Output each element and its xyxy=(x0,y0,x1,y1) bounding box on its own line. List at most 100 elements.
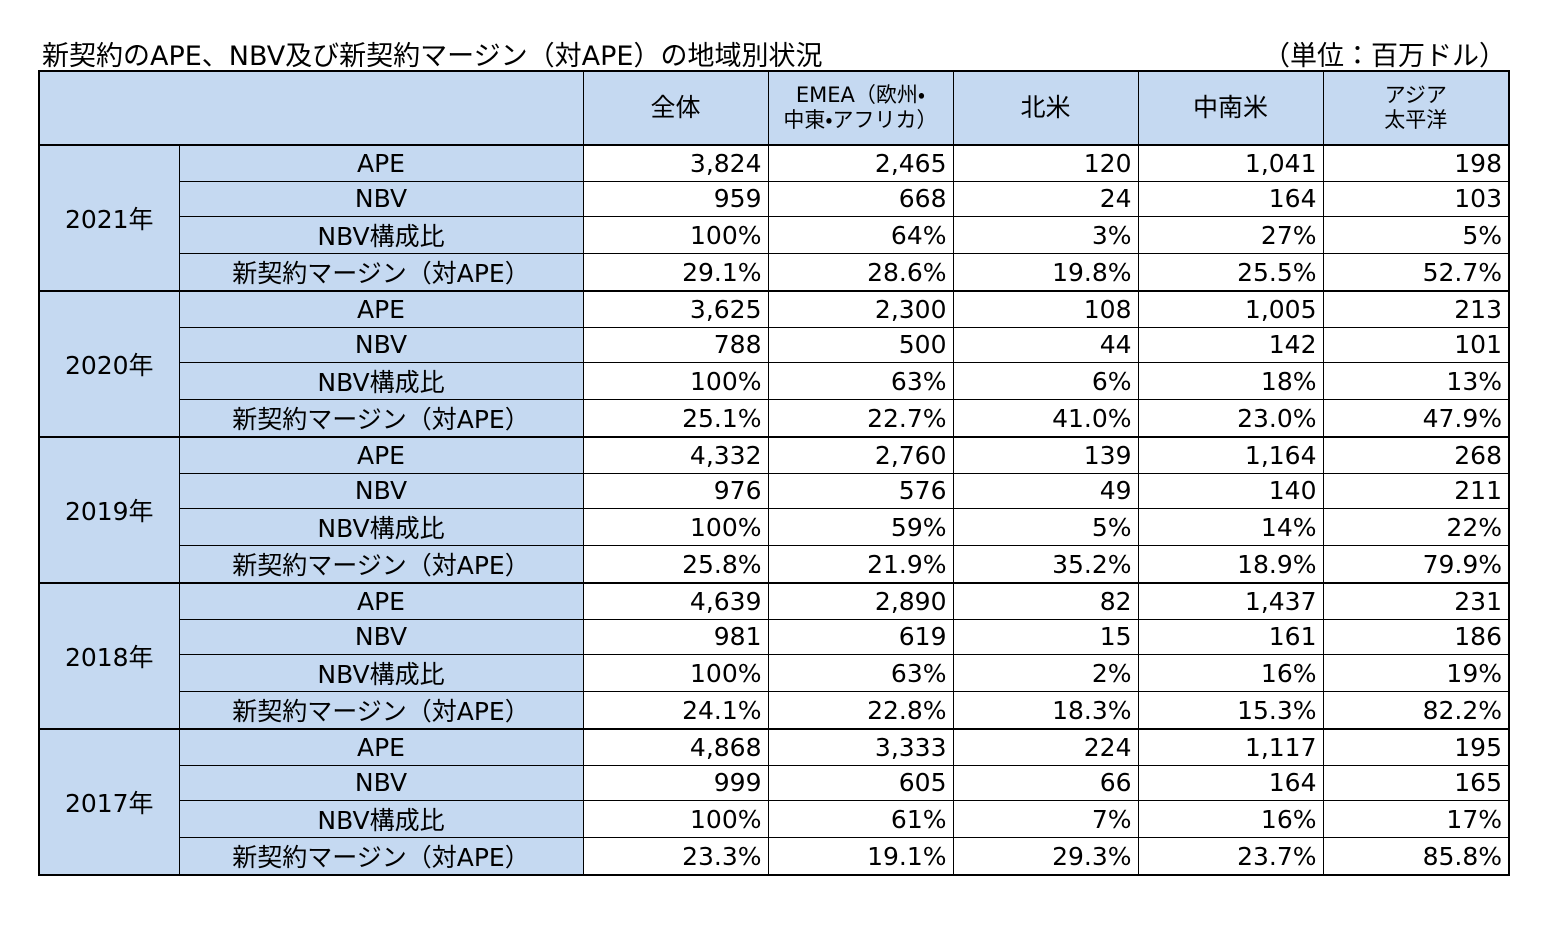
value-cell: 4,868 xyxy=(582,728,769,766)
row-label: APE xyxy=(178,436,584,474)
value-cell: 161 xyxy=(1137,618,1324,655)
value-cell: 999 xyxy=(582,764,769,801)
row-label: NBV xyxy=(178,326,584,363)
table-row: NBV構成比 100% 63% 6% 18% 13% xyxy=(39,362,1510,400)
value-cell: 49 xyxy=(952,472,1139,509)
value-cell: 29.1% xyxy=(582,253,769,292)
value-cell: 500 xyxy=(767,326,954,363)
row-label: NBV構成比 xyxy=(178,362,584,400)
column-header-line: 太平洋 xyxy=(1384,108,1448,132)
column-header: 全体 xyxy=(582,70,769,146)
value-cell: 28.6% xyxy=(767,253,954,292)
value-cell: 16% xyxy=(1137,654,1324,692)
value-cell: 15 xyxy=(952,618,1139,655)
value-cell: 35.2% xyxy=(952,545,1139,584)
value-cell: 1,164 xyxy=(1137,436,1324,474)
value-cell: 788 xyxy=(582,326,769,363)
value-cell: 2% xyxy=(952,654,1139,692)
table-row: NBV 976 576 49 140 211 xyxy=(39,472,1510,509)
value-cell: 101 xyxy=(1322,326,1510,363)
row-label: 新契約マージン（対APE） xyxy=(178,545,584,584)
value-cell: 165 xyxy=(1322,764,1510,801)
row-label: NBV xyxy=(178,180,584,217)
value-cell: 2,465 xyxy=(767,144,954,182)
value-cell: 605 xyxy=(767,764,954,801)
row-label: APE xyxy=(178,290,584,328)
value-cell: 64% xyxy=(767,216,954,254)
value-cell: 44 xyxy=(952,326,1139,363)
value-cell: 23.7% xyxy=(1137,837,1324,876)
row-label: 新契約マージン（対APE） xyxy=(178,837,584,876)
row-label: APE xyxy=(178,144,584,182)
row-label: NBV構成比 xyxy=(178,216,584,254)
column-header: アジア 太平洋 xyxy=(1322,70,1510,146)
value-cell: 1,437 xyxy=(1137,582,1324,620)
table-row: NBV構成比 100% 63% 2% 16% 19% xyxy=(39,654,1510,692)
row-label: NBV構成比 xyxy=(178,508,584,546)
value-cell: 23.3% xyxy=(582,837,769,876)
value-cell: 6% xyxy=(952,362,1139,400)
value-cell: 23.0% xyxy=(1137,399,1324,438)
value-cell: 186 xyxy=(1322,618,1510,655)
value-cell: 24.1% xyxy=(582,691,769,730)
value-cell: 21.9% xyxy=(767,545,954,584)
row-label: NBV xyxy=(178,764,584,801)
table-body: 2021年 APE 3,824 2,465 120 1,041 198 NBV 959 668 24… xyxy=(38,144,1510,876)
value-cell: 82 xyxy=(952,582,1139,620)
table-row: 新契約マージン（対APE） 25.8% 21.9% 35.2% 18.9% 79.9% xyxy=(39,545,1510,584)
value-cell: 79.9% xyxy=(1322,545,1510,584)
row-label: 新契約マージン（対APE） xyxy=(178,399,584,438)
value-cell: 100% xyxy=(582,216,769,254)
row-label: APE xyxy=(178,728,584,766)
value-cell: 25.1% xyxy=(582,399,769,438)
value-cell: 18.3% xyxy=(952,691,1139,730)
value-cell: 3,625 xyxy=(582,290,769,328)
year-cell: 2018年 xyxy=(38,582,180,730)
value-cell: 224 xyxy=(952,728,1139,766)
value-cell: 120 xyxy=(952,144,1139,182)
value-cell: 1,005 xyxy=(1137,290,1324,328)
value-cell: 14% xyxy=(1137,508,1324,546)
column-header-line: 中東・アフリカ） xyxy=(783,108,938,132)
value-cell: 61% xyxy=(767,800,954,838)
table-row: 2019年 APE 4,332 2,760 139 1,164 268 xyxy=(38,436,1510,584)
table-row: 新契約マージン（対APE） 29.1% 28.6% 19.8% 25.5% 52.7% xyxy=(39,253,1510,292)
value-cell: 268 xyxy=(1322,436,1510,474)
year-cell: 2020年 xyxy=(38,290,180,438)
table-row: NBV 959 668 24 164 103 xyxy=(39,180,1510,217)
value-cell: 1,117 xyxy=(1137,728,1324,766)
table-row: 2018年 APE 4,639 2,890 82 1,437 231 xyxy=(38,582,1510,730)
value-cell: 959 xyxy=(582,180,769,217)
value-cell: 22.8% xyxy=(767,691,954,730)
value-cell: 211 xyxy=(1322,472,1510,509)
value-cell: 142 xyxy=(1137,326,1324,363)
value-cell: 18.9% xyxy=(1137,545,1324,584)
row-label: NBV xyxy=(178,618,584,655)
value-cell: 63% xyxy=(767,362,954,400)
value-cell: 140 xyxy=(1137,472,1324,509)
value-cell: 4,332 xyxy=(582,436,769,474)
value-cell: 3,333 xyxy=(767,728,954,766)
value-cell: 5% xyxy=(952,508,1139,546)
table-row: NBV 981 619 15 161 186 xyxy=(39,618,1510,655)
value-cell: 82.2% xyxy=(1322,691,1510,730)
table-row: 2021年 APE 3,824 2,465 120 1,041 198 xyxy=(38,144,1510,292)
value-cell: 103 xyxy=(1322,180,1510,217)
row-label: NBV構成比 xyxy=(178,654,584,692)
value-cell: 19% xyxy=(1322,654,1510,692)
table-row: NBV構成比 100% 64% 3% 27% 5% xyxy=(39,216,1510,254)
table-row: NBV 999 605 66 164 165 xyxy=(39,764,1510,801)
value-cell: 15.3% xyxy=(1137,691,1324,730)
value-cell: 981 xyxy=(582,618,769,655)
value-cell: 100% xyxy=(582,654,769,692)
unit-note: （単位：百万ドル） xyxy=(1263,41,1506,72)
value-cell: 16% xyxy=(1137,800,1324,838)
header-row: 全体 EMEA（欧州・ 中東・アフリカ） 北米 中南米 アジア 太平洋 xyxy=(38,70,1510,146)
value-cell: 195 xyxy=(1322,728,1510,766)
value-cell: 22% xyxy=(1322,508,1510,546)
table-row: NBV 788 500 44 142 101 xyxy=(39,326,1510,363)
value-cell: 108 xyxy=(952,290,1139,328)
value-cell: 7% xyxy=(952,800,1139,838)
corner-cell xyxy=(38,70,584,146)
